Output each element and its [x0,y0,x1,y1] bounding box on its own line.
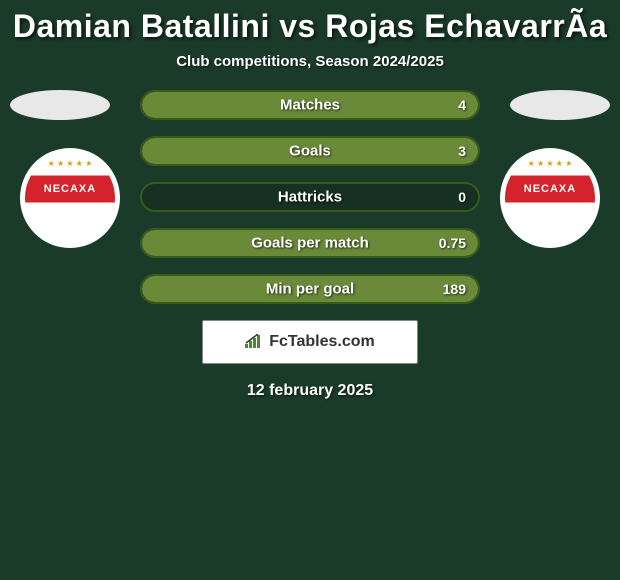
stat-row-goals: Goals 3 [140,136,480,166]
stat-row-min-per-goal: Min per goal 189 [140,274,480,304]
team-badge-right-name: NECAXA [524,183,576,195]
team-badge-right-inner: ★ ★ ★ ★ ★ NECAXA [505,153,595,243]
stat-value-right: 189 [443,281,466,297]
stat-value-right: 4 [458,97,466,113]
subtitle: Club competitions, Season 2024/2025 [0,49,620,90]
stat-row-matches: Matches 4 [140,90,480,120]
stat-label: Hattricks [142,189,478,206]
infographic-container: Damian Batallini vs Rojas EchavarrÃ­a Cl… [0,0,620,418]
date-label: 12 february 2025 [0,364,620,418]
stat-label: Goals [142,143,478,160]
content-area: ★ ★ ★ ★ ★ NECAXA ★ ★ ★ ★ ★ NECAXA Matche… [0,90,620,418]
team-badge-left-name: NECAXA [44,183,96,195]
chart-icon [245,334,263,351]
stat-label: Goals per match [142,235,478,252]
stat-value-right: 0 [458,189,466,205]
team-badge-left: ★ ★ ★ ★ ★ NECAXA [20,148,120,248]
stat-value-right: 3 [458,143,466,159]
brand-name: FcTables.com [269,333,375,351]
stats-list: Matches 4 Goals 3 Hattricks 0 Goals per … [140,90,480,304]
team-badge-left-inner: ★ ★ ★ ★ ★ NECAXA [25,153,115,243]
page-title: Damian Batallini vs Rojas EchavarrÃ­a [0,0,620,49]
team-badge-right-stars: ★ ★ ★ ★ ★ [528,159,573,168]
stat-label: Min per goal [142,281,478,298]
team-badge-right: ★ ★ ★ ★ ★ NECAXA [500,148,600,248]
stat-value-right: 0.75 [439,235,466,251]
stat-label: Matches [142,97,478,114]
player-left-avatar [10,90,110,120]
stat-row-goals-per-match: Goals per match 0.75 [140,228,480,258]
brand-logo-box[interactable]: FcTables.com [202,320,418,364]
stat-row-hattricks: Hattricks 0 [140,182,480,212]
team-badge-left-stars: ★ ★ ★ ★ ★ [48,159,93,168]
player-right-avatar [510,90,610,120]
